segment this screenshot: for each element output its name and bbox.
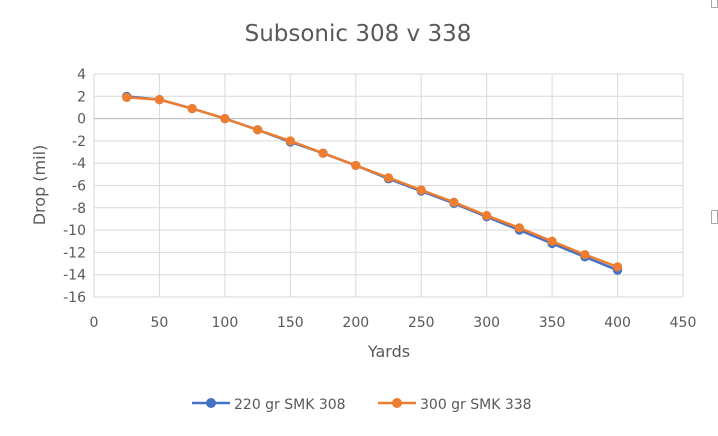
y-tick-label: -8 [72,201,86,217]
y-tick-label: 0 [77,112,86,128]
resize-handle-right[interactable] [711,210,718,224]
series-2-point [416,185,426,195]
legend: 220 gr SMK 308 300 gr SMK 338 [192,397,532,413]
legend-marker-1 [206,398,216,408]
x-tick-label: 250 [408,315,435,331]
series-line-2 [126,96,619,269]
series-2-point [253,125,263,135]
gridlines [93,73,684,298]
series-2-point [154,95,165,105]
y-tick-label: -14 [63,268,86,284]
y-tick-label: -12 [63,245,86,261]
y-axis-title: Drop (mil) [30,145,49,226]
axes: 420-2-4-6-8-10-12-14-160 50 100 150 200 250 30… [63,67,696,331]
x-tick-label: 100 [212,315,239,331]
series-2-point [612,262,623,272]
series-2-point [285,136,295,146]
y-tick-label: -2 [72,134,86,150]
x-tick-label: 450 [670,315,697,331]
series-2-point [318,148,328,158]
x-tick-label: 50 [151,315,169,331]
series-2-point [449,197,459,207]
legend-marker-2 [392,398,402,408]
x-tick-label: 300 [473,315,500,331]
x-tick-label: 0 [90,315,99,331]
x-tick-label: 350 [539,315,566,331]
legend-label: 300 gr SMK 338 [420,397,532,413]
series-2-point [351,160,361,171]
series-2-point [482,211,492,221]
series-2-point [580,250,590,260]
legend-label: 220 gr SMK 308 [234,397,346,413]
series-2-point [383,173,394,183]
x-tick-label: 150 [277,315,304,331]
y-tick-label: -10 [63,223,86,239]
y-tick-label: -4 [72,156,86,172]
y-tick-label: -6 [72,179,86,195]
x-tick-label: 200 [342,315,369,331]
x-axis-title: Yards [367,342,410,361]
y-tick-label: 2 [77,89,86,105]
series-2-point [547,236,557,246]
series-layer [122,91,623,275]
y-tick-label: 4 [77,67,86,83]
series-2-point [122,92,132,103]
y-tick-label: -16 [63,290,86,306]
series-line-1 [126,95,619,272]
series-2-point [220,114,230,124]
series-2-point [514,223,524,233]
series-2-point [187,103,197,114]
chart-title: Subsonic 308 v 338 [245,21,472,47]
resize-handle-top-right[interactable] [711,0,718,8]
x-tick-label: 400 [604,315,631,331]
